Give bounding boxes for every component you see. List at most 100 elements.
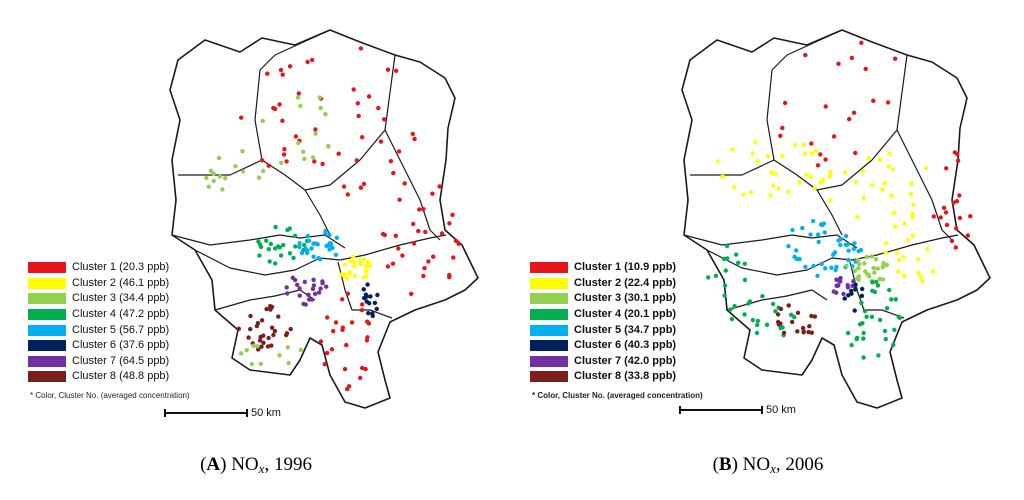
station-dot xyxy=(421,273,426,279)
station-dot xyxy=(954,226,959,231)
station-dot xyxy=(313,127,318,132)
station-dot xyxy=(301,149,306,154)
station-dot xyxy=(808,232,813,237)
station-dot xyxy=(391,170,396,176)
station-dot xyxy=(748,190,754,195)
station-dot xyxy=(288,326,293,332)
station-dot xyxy=(367,263,373,268)
station-dot xyxy=(248,326,253,332)
station-dot xyxy=(844,263,849,268)
station-dot xyxy=(883,251,889,256)
station-dot xyxy=(786,189,791,194)
station-dot xyxy=(797,256,802,262)
station-dot xyxy=(924,165,929,171)
station-dot xyxy=(841,291,846,297)
legend-label: Cluster 2 (46.1 ppb) xyxy=(72,276,170,289)
legend-label: Cluster 1 (10.9 ppb) xyxy=(574,261,677,274)
station-dot xyxy=(299,250,305,256)
station-dot xyxy=(829,265,834,270)
station-dot xyxy=(816,239,821,245)
legend-item: Cluster 4 (47.2 ppb) xyxy=(28,307,190,323)
legend-item: Cluster 6 (40.3 ppb) xyxy=(530,338,703,354)
station-dot xyxy=(877,317,883,323)
station-dot xyxy=(284,285,289,290)
station-dot xyxy=(741,192,746,197)
station-dot xyxy=(954,199,960,204)
station-dot xyxy=(790,319,795,325)
station-dot xyxy=(795,310,801,315)
legend-swatch xyxy=(28,277,66,289)
station-dot xyxy=(311,277,316,282)
station-dot xyxy=(456,241,461,246)
station-dot xyxy=(892,210,897,216)
station-dot xyxy=(278,253,284,258)
station-dot xyxy=(895,269,901,274)
caption-pollutant: NO xyxy=(231,454,259,475)
station-dot xyxy=(326,143,331,149)
station-dot xyxy=(358,375,363,381)
station-dot xyxy=(856,274,862,279)
station-dot xyxy=(297,244,302,250)
scale-label: 50 km xyxy=(251,407,281,419)
station-dot xyxy=(750,317,755,323)
station-dot xyxy=(870,183,875,188)
station-dot xyxy=(823,266,828,271)
station-dot xyxy=(885,100,891,105)
station-dot xyxy=(852,308,857,313)
station-dot xyxy=(864,314,869,319)
station-dot xyxy=(843,242,849,248)
station-dot xyxy=(724,243,730,249)
station-dot xyxy=(876,353,881,358)
station-dot xyxy=(871,98,876,104)
station-dot xyxy=(859,293,865,299)
station-dot xyxy=(297,293,302,298)
station-dot xyxy=(360,365,365,371)
station-dot xyxy=(394,68,399,74)
station-dot xyxy=(818,152,823,157)
legend-item: Cluster 4 (20.1 ppb) xyxy=(530,307,703,323)
station-dot xyxy=(271,332,276,338)
station-dot xyxy=(276,314,281,319)
station-dot xyxy=(862,261,867,266)
station-dot xyxy=(845,285,851,290)
station-dot xyxy=(297,241,302,246)
station-dot xyxy=(790,227,795,233)
legend-label: Cluster 2 (22.4 ppb) xyxy=(574,276,677,289)
legend-note: * Color, Cluster No. (averaged concentra… xyxy=(532,390,703,400)
station-dot xyxy=(324,243,329,249)
station-dot xyxy=(352,263,357,268)
station-dot xyxy=(220,187,225,192)
station-dot xyxy=(236,326,241,331)
station-dot xyxy=(856,266,861,271)
station-dot xyxy=(833,267,838,273)
station-dot xyxy=(306,292,311,297)
region-outline xyxy=(169,29,479,409)
station-dot xyxy=(910,215,915,220)
station-dot xyxy=(778,321,783,326)
station-dot xyxy=(318,105,323,111)
station-dot xyxy=(812,185,818,191)
station-dot xyxy=(869,314,875,319)
station-dot xyxy=(251,343,256,348)
station-dot xyxy=(794,248,799,253)
station-dot xyxy=(773,171,778,176)
station-dot xyxy=(944,222,950,228)
station-dot xyxy=(361,257,367,262)
scale-bar-a: 50 km xyxy=(164,407,281,419)
station-dot xyxy=(360,135,365,140)
station-dot xyxy=(336,151,341,156)
station-dot xyxy=(360,302,365,307)
station-dot xyxy=(859,300,864,306)
station-dot xyxy=(354,158,359,163)
legend-swatch xyxy=(530,355,568,367)
station-dot xyxy=(249,361,255,367)
station-dot xyxy=(301,301,306,307)
station-dot xyxy=(778,133,783,138)
station-dot xyxy=(322,362,327,367)
station-dot xyxy=(838,242,843,248)
station-dot xyxy=(345,192,350,197)
caption-pollutant: NO xyxy=(742,454,771,475)
scale-label: 50 km xyxy=(766,404,796,416)
station-dot xyxy=(853,179,858,184)
legend-label: Cluster 6 (40.3 ppb) xyxy=(574,339,677,352)
